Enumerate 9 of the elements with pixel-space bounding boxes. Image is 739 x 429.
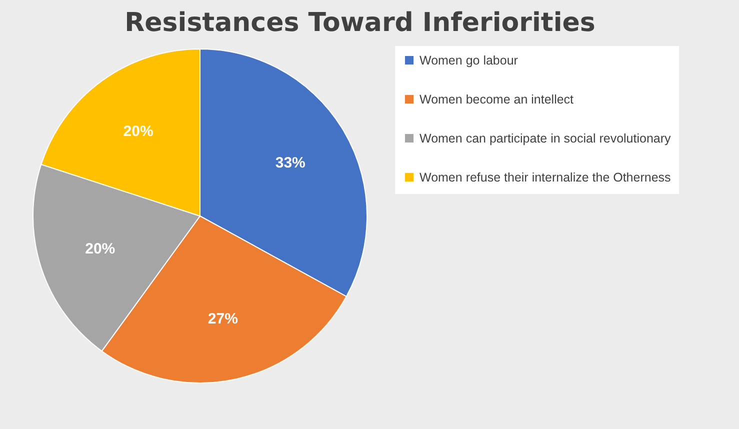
chart-title: Resistances Toward Inferiorities bbox=[124, 8, 596, 38]
legend-label: Women can participate in social revolutionary bbox=[420, 131, 672, 146]
legend-label: Women go labour bbox=[420, 53, 518, 68]
data-label: 20% bbox=[123, 123, 154, 140]
legend-label: Women become an intellect bbox=[420, 92, 574, 106]
data-label: 33% bbox=[275, 154, 306, 172]
legend-label: Women refuse their internalize the Otherness bbox=[420, 170, 671, 184]
data-label: 20% bbox=[85, 240, 116, 258]
data-label: 27% bbox=[208, 310, 238, 328]
